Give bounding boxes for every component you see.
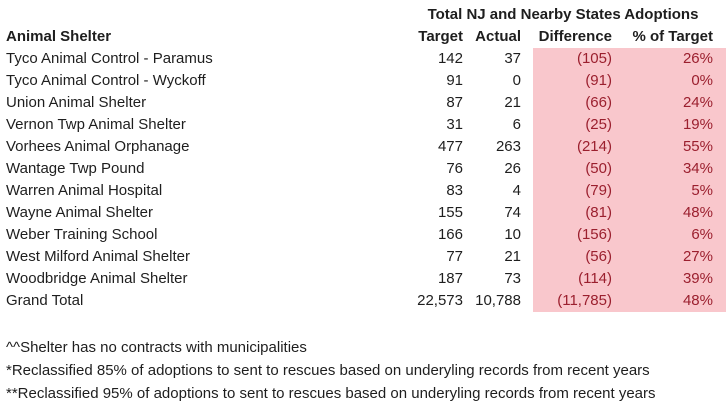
cell-actual-value[interactable]: 263 [495, 138, 521, 155]
cell-shelter-name[interactable]: Weber Training School [6, 226, 158, 243]
cell-pct-of-target-value[interactable]: 26% [620, 48, 726, 70]
table-row: Weber Training School 166 10 (156) 6% [0, 224, 726, 246]
cell-pct-of-target-value[interactable]: 5% [620, 180, 726, 202]
cell-shelter-name[interactable]: Wantage Twp Pound [6, 160, 145, 177]
cell-pct-of-target-value[interactable]: 39% [620, 268, 726, 290]
cell-pct-of-target-value[interactable]: 48% [620, 290, 726, 312]
cell-pct-of-target-value[interactable]: 55% [620, 136, 726, 158]
cell-difference-value[interactable]: (91) [533, 70, 620, 92]
table-row: Wayne Animal Shelter 155 74 (81) 48% [0, 202, 726, 224]
table-row: Warren Animal Hospital 83 4 (79) 5% [0, 180, 726, 202]
cell-difference-value[interactable]: (105) [533, 48, 620, 70]
cell-shelter-name[interactable]: Wayne Animal Shelter [6, 204, 154, 221]
cell-actual-value[interactable]: 4 [512, 182, 521, 199]
cell-actual-value[interactable]: 10,788 [475, 292, 521, 309]
cell-pct-of-target-value[interactable]: 24% [620, 92, 726, 114]
cell-actual-value[interactable]: 0 [512, 72, 521, 89]
column-header-row: Animal Shelter Target Actual Difference … [0, 26, 726, 48]
cell-difference-value[interactable]: (81) [533, 202, 620, 224]
cell-shelter-name[interactable]: Grand Total [6, 292, 84, 309]
cell-target-value[interactable]: 77 [446, 248, 463, 265]
table-row: Tyco Animal Control - Wyckoff 91 0 (91) … [0, 70, 726, 92]
cell-shelter-name[interactable]: West Milford Animal Shelter [6, 248, 190, 265]
title-row: Total NJ and Nearby States Adoptions [0, 4, 726, 26]
cell-target-value[interactable]: 187 [437, 270, 463, 287]
cell-actual-value[interactable]: 10 [504, 226, 521, 243]
cell-target-value[interactable]: 155 [437, 204, 463, 221]
cell-shelter-name[interactable]: Union Animal Shelter [6, 94, 147, 111]
cell-pct-of-target-value[interactable]: 34% [620, 158, 726, 180]
cell-difference-value[interactable]: (56) [533, 246, 620, 268]
cell-difference-value[interactable]: (11,785) [533, 290, 620, 312]
cell-difference-value[interactable]: (156) [533, 224, 620, 246]
cell-target-value[interactable]: 22,573 [417, 292, 463, 309]
table-row: West Milford Animal Shelter 77 21 (56) 2… [0, 246, 726, 268]
cell-pct-of-target-value[interactable]: 27% [620, 246, 726, 268]
cell-pct-of-target-value[interactable]: 6% [620, 224, 726, 246]
cell-target-value[interactable]: 166 [437, 226, 463, 243]
column-header-animal-shelter[interactable]: Animal Shelter [6, 28, 112, 45]
cell-shelter-name[interactable]: Warren Animal Hospital [6, 182, 163, 199]
cell-shelter-name[interactable]: Vernon Twp Animal Shelter [6, 116, 186, 133]
table-row: Vernon Twp Animal Shelter 31 6 (25) 19% [0, 114, 726, 136]
cell-pct-of-target-value[interactable]: 48% [620, 202, 726, 224]
table-row: Woodbridge Animal Shelter 187 73 (114) 3… [0, 268, 726, 290]
footnote-no-contracts[interactable]: ^^Shelter has no contracts with municipa… [6, 339, 307, 356]
cell-difference-value[interactable]: (66) [533, 92, 620, 114]
cell-actual-value[interactable]: 6 [512, 116, 521, 133]
cell-actual-value[interactable]: 21 [504, 248, 521, 265]
table-row: Vorhees Animal Orphanage 477 263 (214) 5… [0, 136, 726, 158]
cell-target-value[interactable]: 477 [437, 138, 463, 155]
cell-difference-value[interactable]: (50) [533, 158, 620, 180]
cell-shelter-name[interactable]: Tyco Animal Control - Wyckoff [6, 72, 206, 89]
cell-target-value[interactable]: 142 [437, 50, 463, 67]
cell-target-value[interactable]: 91 [446, 72, 463, 89]
cell-difference-value[interactable]: (79) [533, 180, 620, 202]
table-title[interactable]: Total NJ and Nearby States Adoptions [427, 6, 699, 23]
cell-difference-value[interactable]: (114) [533, 268, 620, 290]
cell-pct-of-target-value[interactable]: 19% [620, 114, 726, 136]
cell-actual-value[interactable]: 37 [504, 50, 521, 67]
cell-shelter-name[interactable]: Woodbridge Animal Shelter [6, 270, 188, 287]
footnote-reclassified-85[interactable]: *Reclassified 85% of adoptions to sent t… [6, 362, 650, 379]
cell-target-value[interactable]: 76 [446, 160, 463, 177]
cell-shelter-name[interactable]: Tyco Animal Control - Paramus [6, 50, 213, 67]
title-spacer [0, 4, 400, 26]
column-header-target[interactable]: Target [418, 28, 463, 45]
cell-actual-value[interactable]: 74 [504, 204, 521, 221]
table-row: Wantage Twp Pound 76 26 (50) 34% [0, 158, 726, 180]
cell-target-value[interactable]: 87 [446, 94, 463, 111]
cell-target-value[interactable]: 31 [446, 116, 463, 133]
cell-pct-of-target-value[interactable]: 0% [620, 70, 726, 92]
cell-actual-value[interactable]: 26 [504, 160, 521, 177]
footnotes-block: ^^Shelter has no contracts with municipa… [0, 336, 726, 405]
cell-difference-value[interactable]: (25) [533, 114, 620, 136]
footnote-reclassified-95[interactable]: **Reclassified 95% of adoptions to sent … [6, 385, 656, 402]
column-header-difference[interactable]: Difference [538, 28, 612, 45]
table-row: Union Animal Shelter 87 21 (66) 24% [0, 92, 726, 114]
cell-difference-value[interactable]: (214) [533, 136, 620, 158]
grand-total-row: Grand Total 22,573 10,788 (11,785) 48% [0, 290, 726, 312]
cell-target-value[interactable]: 83 [446, 182, 463, 199]
column-header-pct-of-target[interactable]: % of Target [632, 28, 713, 45]
table-row: Tyco Animal Control - Paramus 142 37 (10… [0, 48, 726, 70]
cell-shelter-name[interactable]: Vorhees Animal Orphanage [6, 138, 190, 155]
cell-actual-value[interactable]: 73 [504, 270, 521, 287]
column-header-actual[interactable]: Actual [475, 28, 521, 45]
cell-actual-value[interactable]: 21 [504, 94, 521, 111]
